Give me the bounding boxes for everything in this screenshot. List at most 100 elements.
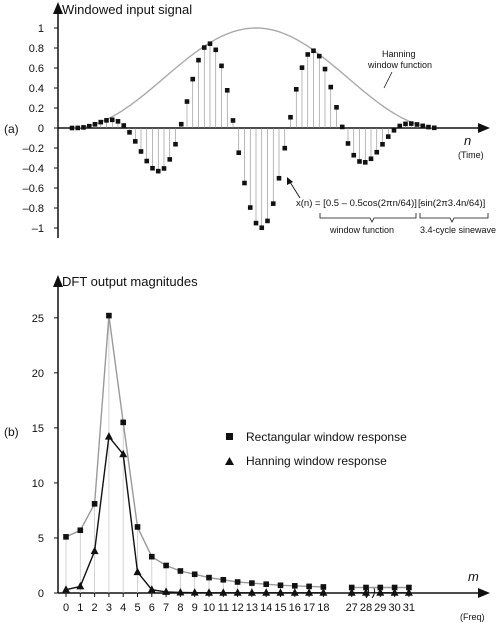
hanning-response-markers	[62, 432, 413, 596]
panel-b-x-tick-label: 16	[289, 602, 301, 614]
sample-marker	[345, 141, 351, 146]
hanning-point	[276, 588, 285, 596]
panel-a-y-tick-label: 0.6	[29, 63, 44, 75]
panel-a-y-axis-arrow	[53, 2, 63, 14]
panel-b-x-tick-label: 17	[303, 602, 315, 614]
rectangular-response-markers	[63, 312, 412, 591]
window-function-brace	[319, 213, 417, 223]
hanning-point	[233, 588, 242, 596]
panel-b-y-axis-arrow	[53, 275, 63, 287]
sample-marker	[403, 121, 408, 127]
sample-marker	[282, 145, 288, 151]
rectangular-point	[77, 527, 84, 534]
sample-marker	[368, 156, 374, 162]
formula-sine-part: [sin(2π3.4n/64)]	[418, 198, 485, 209]
sample-marker	[161, 166, 167, 171]
legend-rectangular-marker	[226, 433, 233, 440]
sample-marker	[230, 118, 236, 123]
hanning-point	[104, 432, 113, 440]
panel-b-y-tick-label: 20	[32, 368, 44, 380]
sample-marker	[144, 158, 150, 164]
panel-b-x-label: m	[468, 569, 479, 584]
panel-b-x-tick-label: 9	[192, 602, 198, 614]
panel-b-x-axis-arrow	[478, 588, 490, 598]
panel-a-y-tick-label: 0.2	[29, 103, 44, 115]
sample-marker	[167, 157, 173, 162]
panel-b-label: (b)	[4, 425, 19, 439]
sinewave-brace-label: 3.4-cycle sinewave	[420, 225, 496, 235]
rectangular-point	[191, 571, 198, 578]
hanning-point	[176, 587, 185, 596]
sample-marker	[207, 41, 213, 46]
rectangular-point	[348, 584, 355, 591]
panel-b-x-tick-label: 18	[317, 602, 329, 614]
window-function-brace-label: window function	[329, 225, 394, 235]
sample-marker	[299, 65, 305, 70]
panel-b-x-tick-label: 15	[274, 602, 286, 614]
panel-b-x-tick-label: 3	[106, 602, 112, 614]
panel-b-x-tick-label: 7	[163, 602, 169, 614]
sample-marker	[293, 87, 299, 92]
sample-marker	[270, 201, 276, 206]
sample-marker	[81, 125, 86, 130]
panel-b-y-tick-label: 25	[32, 313, 44, 325]
sample-marker	[173, 141, 178, 147]
hanning-point	[319, 588, 328, 596]
panel-a-y-tick-label: 1	[38, 23, 44, 35]
sample-marker	[408, 121, 414, 126]
window-curve-label-line2: window function	[367, 60, 432, 70]
panel-b-x-sublabel: (Freq)	[460, 612, 485, 622]
panel-b-x-tick-label: 6	[149, 602, 155, 614]
sample-marker	[426, 124, 431, 130]
panel-a-y-tick-label: –0.2	[23, 143, 44, 155]
panel-b-y-tick-label: 0	[38, 588, 44, 600]
hanning-point	[147, 585, 156, 593]
sample-marker	[190, 76, 196, 82]
sample-marker	[115, 119, 121, 124]
sample-marker	[242, 180, 247, 186]
sample-marker	[380, 142, 385, 147]
window-curve-label-line1: Hanning	[382, 49, 416, 59]
panel-a-y-tick-label: 0.8	[29, 43, 44, 55]
hanning-point	[290, 588, 299, 596]
sample-marker	[385, 134, 391, 139]
rectangular-point	[63, 534, 69, 540]
panel-a-y-tick-label: –0.6	[23, 183, 44, 195]
rectangular-point	[234, 579, 241, 585]
panel-b-x-tick-label: 27	[346, 602, 358, 614]
sample-marker	[69, 125, 75, 131]
sample-marker	[420, 123, 426, 129]
panel-a-x-label: n	[464, 133, 471, 148]
hanning-point	[62, 585, 70, 593]
rectangular-response-line	[65, 315, 409, 589]
sample-marker	[259, 225, 265, 231]
sample-marker	[201, 45, 207, 50]
panel-b-x-tick-label: 5	[134, 602, 140, 614]
panel-b-x-tick-label: 30	[388, 602, 400, 614]
panel-a-x-sublabel: (Time)	[458, 150, 484, 160]
sample-marker	[75, 125, 81, 131]
hanning-point	[119, 449, 128, 458]
panel-a-label: (a)	[4, 122, 19, 136]
hanning-point	[262, 588, 271, 596]
hanning-point	[162, 587, 171, 595]
sample-marker	[224, 87, 230, 93]
panel-b-x-tick-label: 29	[374, 602, 386, 614]
sample-marker	[322, 66, 328, 72]
rectangular-point	[220, 576, 227, 583]
hanning-point	[219, 588, 228, 596]
panel-b-y-ticks: 0 5 10 15 20 25	[32, 313, 58, 600]
rectangular-point	[163, 562, 169, 569]
panel-b-title: DFT output magnitudes	[62, 274, 198, 289]
panel-a-y-tick-label: 0.4	[29, 83, 44, 95]
panel-b-x-tick-label: 2	[92, 602, 98, 614]
rectangular-point	[206, 574, 212, 581]
sample-marker	[265, 218, 270, 224]
hanning-point	[347, 588, 356, 596]
panel-a-y-tick-label: 0	[38, 123, 44, 135]
sample-marker	[150, 165, 155, 171]
sample-marker	[253, 220, 259, 226]
panel-b-x-tick-label: 11	[218, 602, 229, 614]
